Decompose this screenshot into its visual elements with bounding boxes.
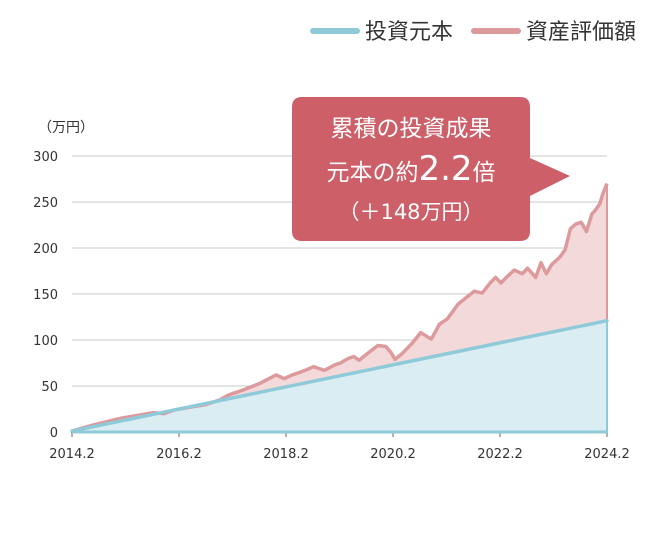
callout-line3: （＋148万円） bbox=[338, 200, 483, 224]
x-tick-label: 2022.2 bbox=[477, 447, 523, 462]
y-tick-labels: 0 50 100 150 200 250 300 bbox=[33, 150, 58, 441]
y-tick-label: 200 bbox=[33, 242, 58, 257]
x-tick-label: 2018.2 bbox=[263, 447, 309, 462]
y-tick-label: 0 bbox=[50, 426, 58, 441]
callout-line2-suffix: 倍 bbox=[473, 160, 496, 186]
legend-assets-label: 資産評価額 bbox=[526, 20, 636, 45]
callout-line1: 累積の投資成果 bbox=[331, 116, 492, 142]
callout-bubble bbox=[292, 97, 570, 241]
x-tick-label: 2024.2 bbox=[584, 447, 630, 462]
principal-series-line bbox=[70, 318, 609, 433]
x-tick-labels: 2014.2 2016.2 2018.2 2020.2 2022.2 2024.2 bbox=[49, 447, 630, 462]
callout-line2-prefix: 元本の約 bbox=[326, 160, 418, 186]
y-tick-label: 150 bbox=[33, 288, 58, 303]
x-tick-label: 2014.2 bbox=[49, 447, 95, 462]
y-tick-label: 50 bbox=[41, 380, 58, 395]
y-tick-label: 250 bbox=[33, 196, 58, 211]
x-tick-label: 2020.2 bbox=[370, 447, 416, 462]
callout: 累積の投資成果 元本の約2.2倍 （＋148万円） bbox=[292, 97, 570, 241]
axes bbox=[71, 430, 608, 437]
callout-multiplier: 2.2 bbox=[418, 149, 472, 189]
y-tick-label: 300 bbox=[33, 150, 58, 165]
series-lines bbox=[70, 182, 609, 433]
y-axis-unit-label: （万円） bbox=[38, 120, 94, 136]
x-tick-label: 2016.2 bbox=[156, 447, 202, 462]
legend-principal-label: 投資元本 bbox=[365, 20, 453, 45]
callout-line2: 元本の約2.2倍 bbox=[326, 149, 495, 189]
assets-series-line bbox=[71, 182, 609, 433]
y-tick-label: 100 bbox=[33, 334, 58, 349]
legend: 投資元本 資産評価額 bbox=[310, 20, 636, 45]
assets-area-fill bbox=[71, 183, 608, 432]
